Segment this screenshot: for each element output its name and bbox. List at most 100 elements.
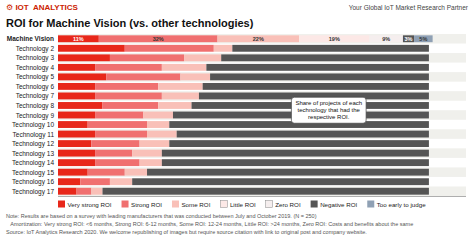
annotation-box [291,97,366,123]
legend: Very strong ROI Strong ROI Some ROI Little … [58,201,426,208]
bar-segment [58,140,91,147]
header-logo: ⚙ IOT ANALYTICS [6,3,79,12]
row-band [58,72,466,82]
bar-segment [428,169,429,176]
bar-segment [428,102,429,109]
row-backgrounds [58,34,466,196]
row-band [58,129,466,139]
annotation-line: respective ROI. [308,114,350,120]
bar-segment [428,64,429,71]
bar-segment [162,159,429,166]
data-label: 3% [405,36,413,42]
bar-segment [428,140,429,147]
bar-segment [132,150,162,157]
category-label: Technology 17 [12,188,54,196]
bar-segment [58,112,95,119]
data-label: 19% [329,36,340,42]
bar-segment [125,45,214,52]
category-label: Technology 5 [16,73,55,81]
bars [58,35,433,194]
data-labels: 11%32%22%19%9%3%5% [73,36,427,42]
bar-segment [147,169,429,176]
bar-segment [414,35,433,42]
legend-label: Zero ROI [275,201,301,208]
bar-segment [58,73,106,80]
x-axis-line [58,196,466,197]
bar-segment [58,83,95,90]
annotation-text: Share of projects of eachtechnology that… [295,100,362,120]
bar-segment [299,35,369,42]
chart: ⚙ IOT ANALYTICSYour Global IoT Market Re… [0,0,474,248]
bar-segment [77,188,92,195]
bar-segment [158,102,191,109]
category-label: Technology 11 [13,131,55,139]
bar-segment [132,178,429,185]
legend-label: Some ROI [181,201,210,208]
legend-swatch [311,201,318,208]
bar-segment [95,93,162,100]
bar-segment [428,45,429,52]
bar-segment [58,64,95,71]
bar-segment [58,131,95,138]
category-label: Technology 7 [16,92,55,100]
category-label: Technology 2 [16,45,55,53]
data-label: 9% [382,36,390,42]
legend-label: Little ROI [230,201,256,208]
bar-segment [91,140,139,147]
bar-segment [428,112,429,119]
row-band [58,186,466,196]
category-label: Technology 6 [16,83,55,91]
bar-segment [95,83,158,90]
bar-segment [428,159,429,166]
bar-segment [95,150,132,157]
bar-segment [428,83,429,90]
bar-segment [58,159,95,166]
bar-segment [428,178,429,185]
data-label: 32% [153,36,164,42]
row-band [58,148,466,158]
bar-segment [147,121,169,128]
bar-segment [428,73,429,80]
category-label: Technology 13 [12,150,54,158]
category-label: Technology 9 [16,112,55,120]
category-label: Technology 12 [12,140,54,148]
category-label: Technology 3 [16,54,55,62]
bar-segment [58,188,77,195]
bar-segment [58,102,103,109]
bar-segment [143,112,173,119]
category-label: Technology 16 [12,178,54,186]
category-label: Technology 8 [16,102,55,110]
annotation-line: technology that had the [298,107,361,113]
bar-segment [95,159,140,166]
bar-segment [125,169,147,176]
bar-segment [58,121,88,128]
bar-segment [221,54,429,61]
legend-label: Strong ROI [131,201,162,208]
legend-swatch [367,201,374,208]
bar-segment [210,73,429,80]
row-band [58,91,466,101]
bar-segment [169,140,429,147]
annotation-line: Share of projects of each [295,100,362,106]
bar-segment [217,35,299,42]
bar-segment [158,83,203,90]
category-label: Technology 4 [16,64,55,72]
bar-segment [58,54,110,61]
bar-segment [428,131,429,138]
bar-segment [214,45,233,52]
bar-segment [428,150,429,157]
legend-swatch [122,201,129,208]
annotation: Share of projects of eachtechnology that… [291,97,366,123]
bar-segment [99,35,218,42]
legend-label: Very strong ROI [68,201,112,208]
legend-swatch [58,201,65,208]
data-label: 22% [253,36,264,42]
bar-segment [162,93,199,100]
bar-segment [428,93,429,100]
bar-segment [203,83,429,90]
bar-segment [91,188,102,195]
note: Source: IoT Analytics Research 2020. We … [6,229,367,235]
bar-segment [177,131,429,138]
bar-segment [232,45,429,52]
bar-segment [103,188,429,195]
